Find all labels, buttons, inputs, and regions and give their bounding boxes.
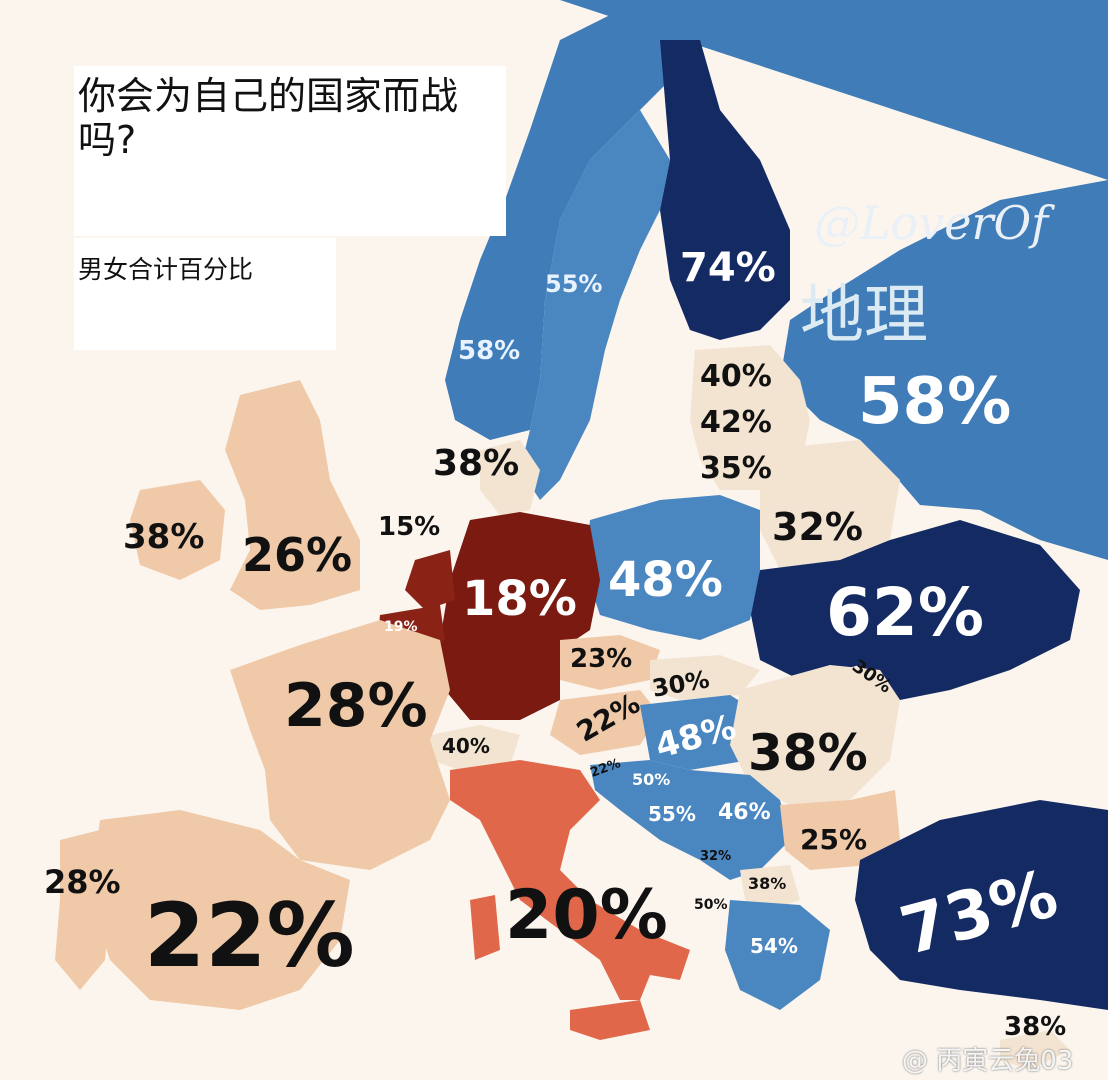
region-sardinia xyxy=(470,895,500,960)
region-romania xyxy=(730,665,900,805)
label-switzerland: 40% xyxy=(442,734,490,758)
region-greece xyxy=(725,900,830,1010)
label-germany: 18% xyxy=(462,571,577,627)
label-spain: 22% xyxy=(144,884,355,987)
region-bulgaria xyxy=(780,790,900,870)
label-czechia: 23% xyxy=(570,644,633,674)
label-netherlands: 15% xyxy=(378,512,441,542)
region-russia xyxy=(560,0,1108,560)
region-belarus xyxy=(760,440,900,570)
label-ukraine: 62% xyxy=(826,574,984,651)
label-montenegro: 32% xyxy=(700,849,732,864)
label-estonia: 40% xyxy=(700,359,772,394)
region-spain xyxy=(90,810,350,1010)
label-finland: 74% xyxy=(680,245,776,291)
credit-name: 地理 xyxy=(800,279,928,353)
region-france xyxy=(230,620,450,870)
label-ireland: 38% xyxy=(123,517,205,557)
region-switzerland xyxy=(430,725,520,770)
region-ukraine xyxy=(750,520,1080,700)
region-portugal xyxy=(55,830,110,990)
region-turkey xyxy=(855,800,1108,1010)
map-title: 你会为自己的国家而战吗? xyxy=(78,74,459,162)
region-austria xyxy=(550,690,660,755)
region-denmark xyxy=(480,440,540,515)
region-sicily xyxy=(570,1000,650,1040)
label-italy: 20% xyxy=(505,876,668,955)
title-panel: 你会为自己的国家而战吗? xyxy=(74,66,506,236)
region-italy xyxy=(450,760,690,1000)
label-romania: 38% xyxy=(748,724,868,782)
label-croatia: 50% xyxy=(632,770,671,789)
watermark: @ 丙寅云兔03 xyxy=(902,1046,1074,1076)
label-latvia: 42% xyxy=(700,405,772,440)
label-norway: 58% xyxy=(458,336,521,366)
label-cyprus: 38% xyxy=(1004,1012,1067,1042)
subtitle-panel: 男女合计百分比 xyxy=(74,238,336,350)
region-poland xyxy=(585,495,760,640)
label-poland: 48% xyxy=(608,552,723,608)
region-netherlands xyxy=(405,550,455,610)
label-denmark: 38% xyxy=(433,443,520,484)
region-ireland xyxy=(130,480,225,580)
label-lithuania: 35% xyxy=(700,451,772,486)
label-portugal: 28% xyxy=(44,863,121,901)
label-bulgaria: 25% xyxy=(800,823,868,856)
region-sweden xyxy=(520,110,670,500)
credit-handle: @LoverOf xyxy=(814,196,1049,250)
region-czechia xyxy=(560,635,660,690)
region-finland xyxy=(660,40,790,340)
region-balkans xyxy=(590,760,790,880)
label-france: 28% xyxy=(284,671,428,741)
label-albania: 50% xyxy=(694,897,728,913)
label-uk: 26% xyxy=(242,528,353,582)
label-greece: 54% xyxy=(750,934,798,958)
label-macedonia: 38% xyxy=(748,874,787,893)
label-serbia: 46% xyxy=(718,800,771,825)
region-macedonia xyxy=(740,865,800,910)
label-russia: 58% xyxy=(858,365,1012,439)
label-sweden: 55% xyxy=(545,270,603,298)
label-belgium: 19% xyxy=(384,619,418,635)
region-slovakia xyxy=(650,655,760,700)
label-bosnia: 55% xyxy=(648,802,696,826)
label-belarus: 32% xyxy=(772,505,863,549)
map-subtitle: 男女合计百分比 xyxy=(78,255,254,284)
region-uk xyxy=(225,380,360,610)
region-cyprus xyxy=(1000,1030,1070,1070)
region-norway xyxy=(445,0,700,440)
